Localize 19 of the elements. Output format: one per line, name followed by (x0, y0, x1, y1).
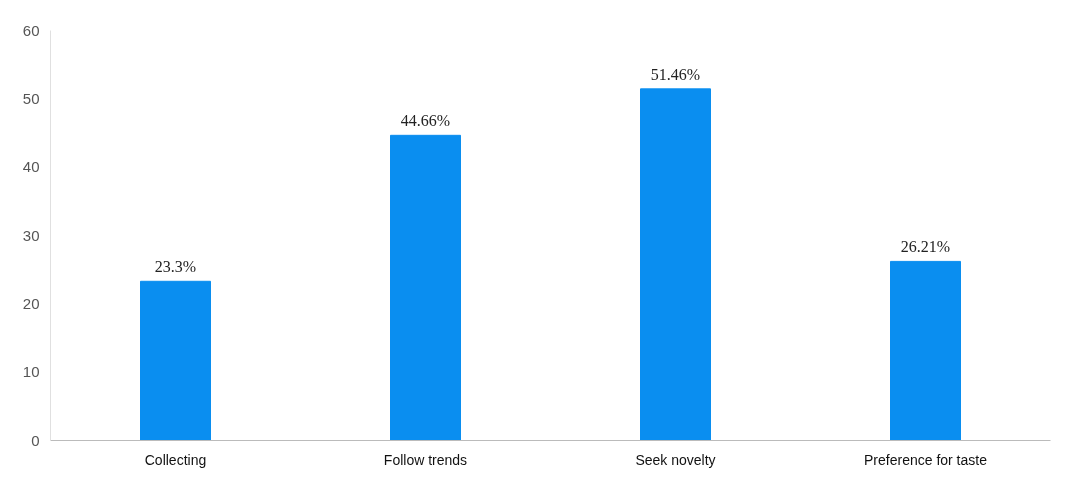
y-tick-label: 40 (22, 158, 40, 176)
x-tick-label: Collecting (144, 451, 207, 468)
y-tick-label: 30 (22, 226, 40, 244)
data-label: 23.3% (154, 258, 197, 276)
y-tick-label: 10 (22, 363, 40, 381)
y-tick-label: 50 (22, 89, 40, 107)
x-tick-label: Follow trends (383, 451, 468, 468)
bar (140, 280, 211, 441)
data-label: 51.46% (650, 65, 701, 83)
data-label: 44.66% (400, 112, 451, 130)
y-tick-label: 0 (31, 431, 40, 449)
y-tick-label: 20 (22, 294, 40, 312)
data-label: 26.21% (900, 238, 951, 256)
y-tick-label: 60 (22, 21, 40, 39)
bar (640, 88, 711, 441)
bar (390, 134, 461, 441)
x-tick-label: Preference for taste (864, 451, 988, 468)
bar (890, 260, 961, 441)
x-tick-label: Seek novelty (635, 451, 716, 468)
